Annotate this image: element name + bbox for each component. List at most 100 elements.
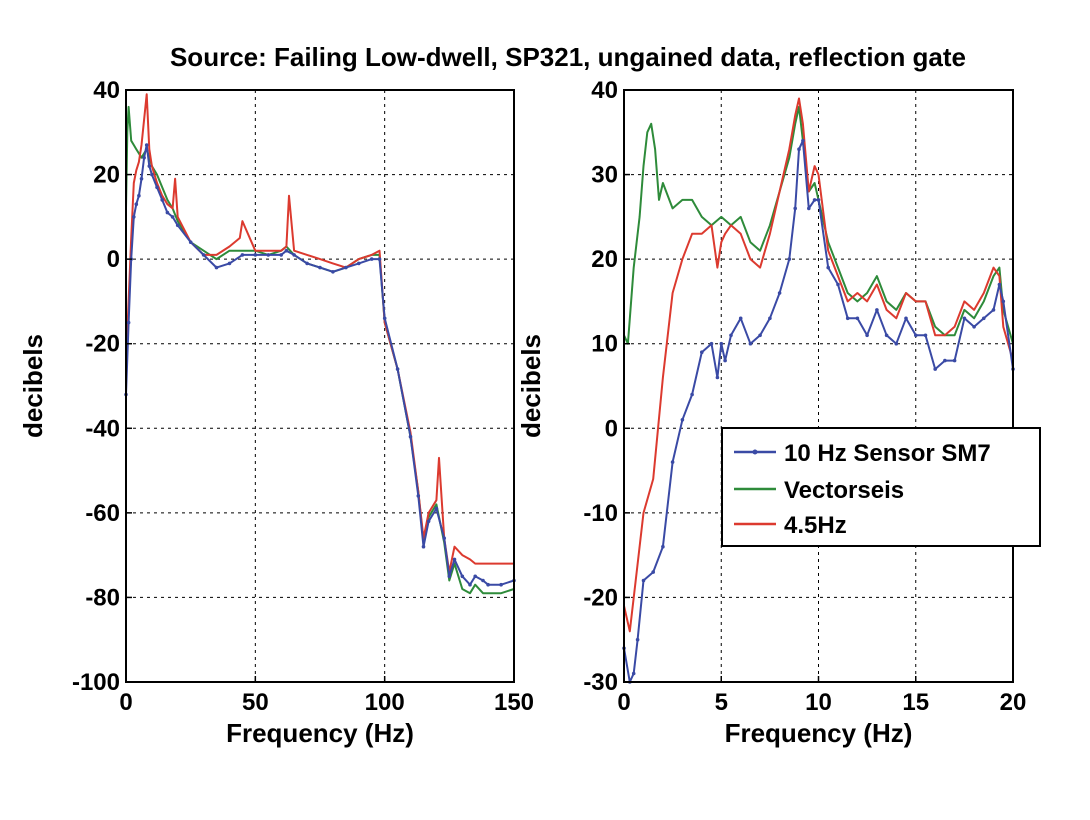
right-point-10-hz-sensor-sm7: [700, 350, 704, 355]
legend-label-4-5hz: 4.5Hz: [784, 512, 847, 539]
left-plot-area: [125, 89, 515, 683]
left-point-10-hz-sensor-sm7: [175, 223, 180, 228]
right-point-10-hz-sensor-sm7: [943, 358, 947, 363]
left-series: [124, 93, 516, 595]
right-y-tick-label: 30: [591, 162, 618, 189]
left-point-10-hz-sensor-sm7: [486, 582, 490, 587]
right-point-10-hz-sensor-sm7: [670, 460, 675, 464]
right-point-10-hz-sensor-sm7: [651, 570, 655, 574]
right-point-10-hz-sensor-sm7: [680, 418, 685, 422]
right-point-10-hz-sensor-sm7: [997, 282, 1002, 287]
right-point-10-hz-sensor-sm7: [690, 392, 694, 397]
left-point-10-hz-sensor-sm7: [416, 494, 421, 498]
right-point-10-hz-sensor-sm7: [748, 341, 753, 346]
right-point-10-hz-sensor-sm7: [914, 333, 918, 338]
right-point-10-hz-sensor-sm7: [787, 257, 792, 261]
right-x-ticks: 0 5 10 15 20: [617, 676, 1026, 716]
left-chart: 0 50 100 150 40 20 0 -20 -40 -60 -80 -100 Frequenc…: [18, 77, 534, 748]
left-point-10-hz-sensor-sm7: [426, 519, 431, 524]
left-point-10-hz-sensor-sm7: [452, 557, 457, 562]
right-point-10-hz-sensor-sm7: [729, 333, 733, 338]
left-point-10-hz-sensor-sm7: [142, 155, 146, 160]
right-point-10-hz-sensor-sm7: [715, 375, 720, 380]
left-y-tick-label: 0: [107, 246, 120, 273]
right-series: [622, 97, 1015, 684]
left-point-10-hz-sensor-sm7: [201, 253, 206, 257]
legend-item-sm7: 10 Hz Sensor SM7: [734, 440, 991, 467]
right-series-4-5hz: [623, 97, 1014, 633]
right-y-tick-label: 40: [591, 77, 618, 104]
left-point-10-hz-sensor-sm7: [279, 253, 284, 257]
right-y-tick-label: -10: [583, 500, 618, 527]
left-point-10-hz-sensor-sm7: [284, 248, 289, 253]
left-point-10-hz-sensor-sm7: [134, 202, 139, 206]
right-series-vectorseis: [623, 105, 1014, 345]
left-point-10-hz-sensor-sm7: [165, 210, 170, 215]
right-point-10-hz-sensor-sm7: [635, 637, 640, 642]
right-point-10-hz-sensor-sm7: [952, 358, 957, 363]
left-point-10-hz-sensor-sm7: [266, 253, 271, 257]
right-point-10-hz-sensor-sm7: [982, 316, 986, 321]
right-series-10-hz-sensor-sm7: [623, 139, 1014, 683]
legend-label-sm7: 10 Hz Sensor SM7: [784, 440, 991, 467]
left-point-10-hz-sensor-sm7: [155, 185, 159, 190]
legend-item-4-5hz: 4.5Hz: [734, 512, 847, 539]
right-point-10-hz-sensor-sm7: [812, 198, 817, 202]
left-series-10-hz-sensor-sm7: [125, 144, 515, 586]
left-point-10-hz-sensor-sm7: [331, 270, 335, 274]
right-point-10-hz-sensor-sm7: [723, 358, 727, 363]
right-x-tick-label: 15: [902, 689, 929, 716]
right-point-10-hz-sensor-sm7: [855, 316, 860, 321]
right-y-tick-label: -30: [583, 669, 618, 696]
right-y-axis-label: decibels: [516, 334, 546, 438]
left-point-10-hz-sensor-sm7: [447, 574, 452, 579]
left-point-10-hz-sensor-sm7: [144, 143, 149, 147]
right-point-10-hz-sensor-sm7: [661, 544, 665, 549]
right-point-10-hz-sensor-sm7: [845, 316, 850, 321]
right-point-10-hz-sensor-sm7: [826, 265, 830, 270]
right-point-10-hz-sensor-sm7: [641, 578, 646, 583]
right-x-tick-label: 20: [1000, 689, 1027, 716]
left-x-tick-label: 50: [242, 689, 269, 716]
left-y-tick-label: -20: [85, 331, 120, 358]
left-point-10-hz-sensor-sm7: [240, 253, 245, 257]
right-point-10-hz-sensor-sm7: [836, 282, 840, 287]
right-point-10-hz-sensor-sm7: [923, 333, 928, 338]
left-grid: [126, 90, 514, 682]
right-y-tick-label: -20: [583, 584, 618, 611]
left-point-10-hz-sensor-sm7: [442, 536, 447, 540]
right-point-10-hz-sensor-sm7: [875, 308, 879, 312]
right-chart: 0 5 10 15 20 40 30 20 10 0 -10 -20 -30 Frequency (H…: [516, 77, 1026, 748]
left-y-tick-label: 20: [93, 162, 120, 189]
left-y-tick-label: 40: [93, 77, 120, 104]
left-y-tick-label: -80: [85, 584, 120, 611]
left-point-10-hz-sensor-sm7: [227, 261, 232, 266]
left-point-10-hz-sensor-sm7: [408, 434, 413, 439]
right-point-10-hz-sensor-sm7: [709, 341, 714, 346]
left-point-10-hz-sensor-sm7: [170, 215, 175, 219]
left-point-10-hz-sensor-sm7: [460, 574, 465, 579]
left-point-10-hz-sensor-sm7: [150, 172, 154, 177]
right-point-10-hz-sensor-sm7: [768, 316, 772, 321]
left-point-10-hz-sensor-sm7: [139, 177, 144, 181]
legend-label-vectorseis: Vectorseis: [784, 477, 904, 504]
right-x-tick-label: 10: [805, 689, 832, 716]
left-y-axis-label: decibels: [18, 334, 48, 438]
right-point-10-hz-sensor-sm7: [807, 206, 811, 211]
left-point-10-hz-sensor-sm7: [137, 193, 141, 198]
right-point-10-hz-sensor-sm7: [894, 341, 899, 346]
right-point-10-hz-sensor-sm7: [816, 198, 821, 202]
legend-item-vectorseis: Vectorseis: [734, 477, 904, 504]
left-point-10-hz-sensor-sm7: [147, 164, 152, 168]
left-point-10-hz-sensor-sm7: [434, 506, 439, 511]
left-point-10-hz-sensor-sm7: [395, 367, 400, 371]
right-point-10-hz-sensor-sm7: [738, 316, 743, 321]
left-point-10-hz-sensor-sm7: [305, 261, 309, 266]
right-y-tick-label: 20: [591, 246, 618, 273]
right-y-tick-label: 10: [591, 331, 618, 358]
left-point-10-hz-sensor-sm7: [421, 544, 426, 549]
left-point-10-hz-sensor-sm7: [499, 582, 503, 587]
figure-title: Source: Failing Low-dwell, SP321, ungain…: [170, 42, 966, 72]
left-point-10-hz-sensor-sm7: [369, 257, 374, 261]
